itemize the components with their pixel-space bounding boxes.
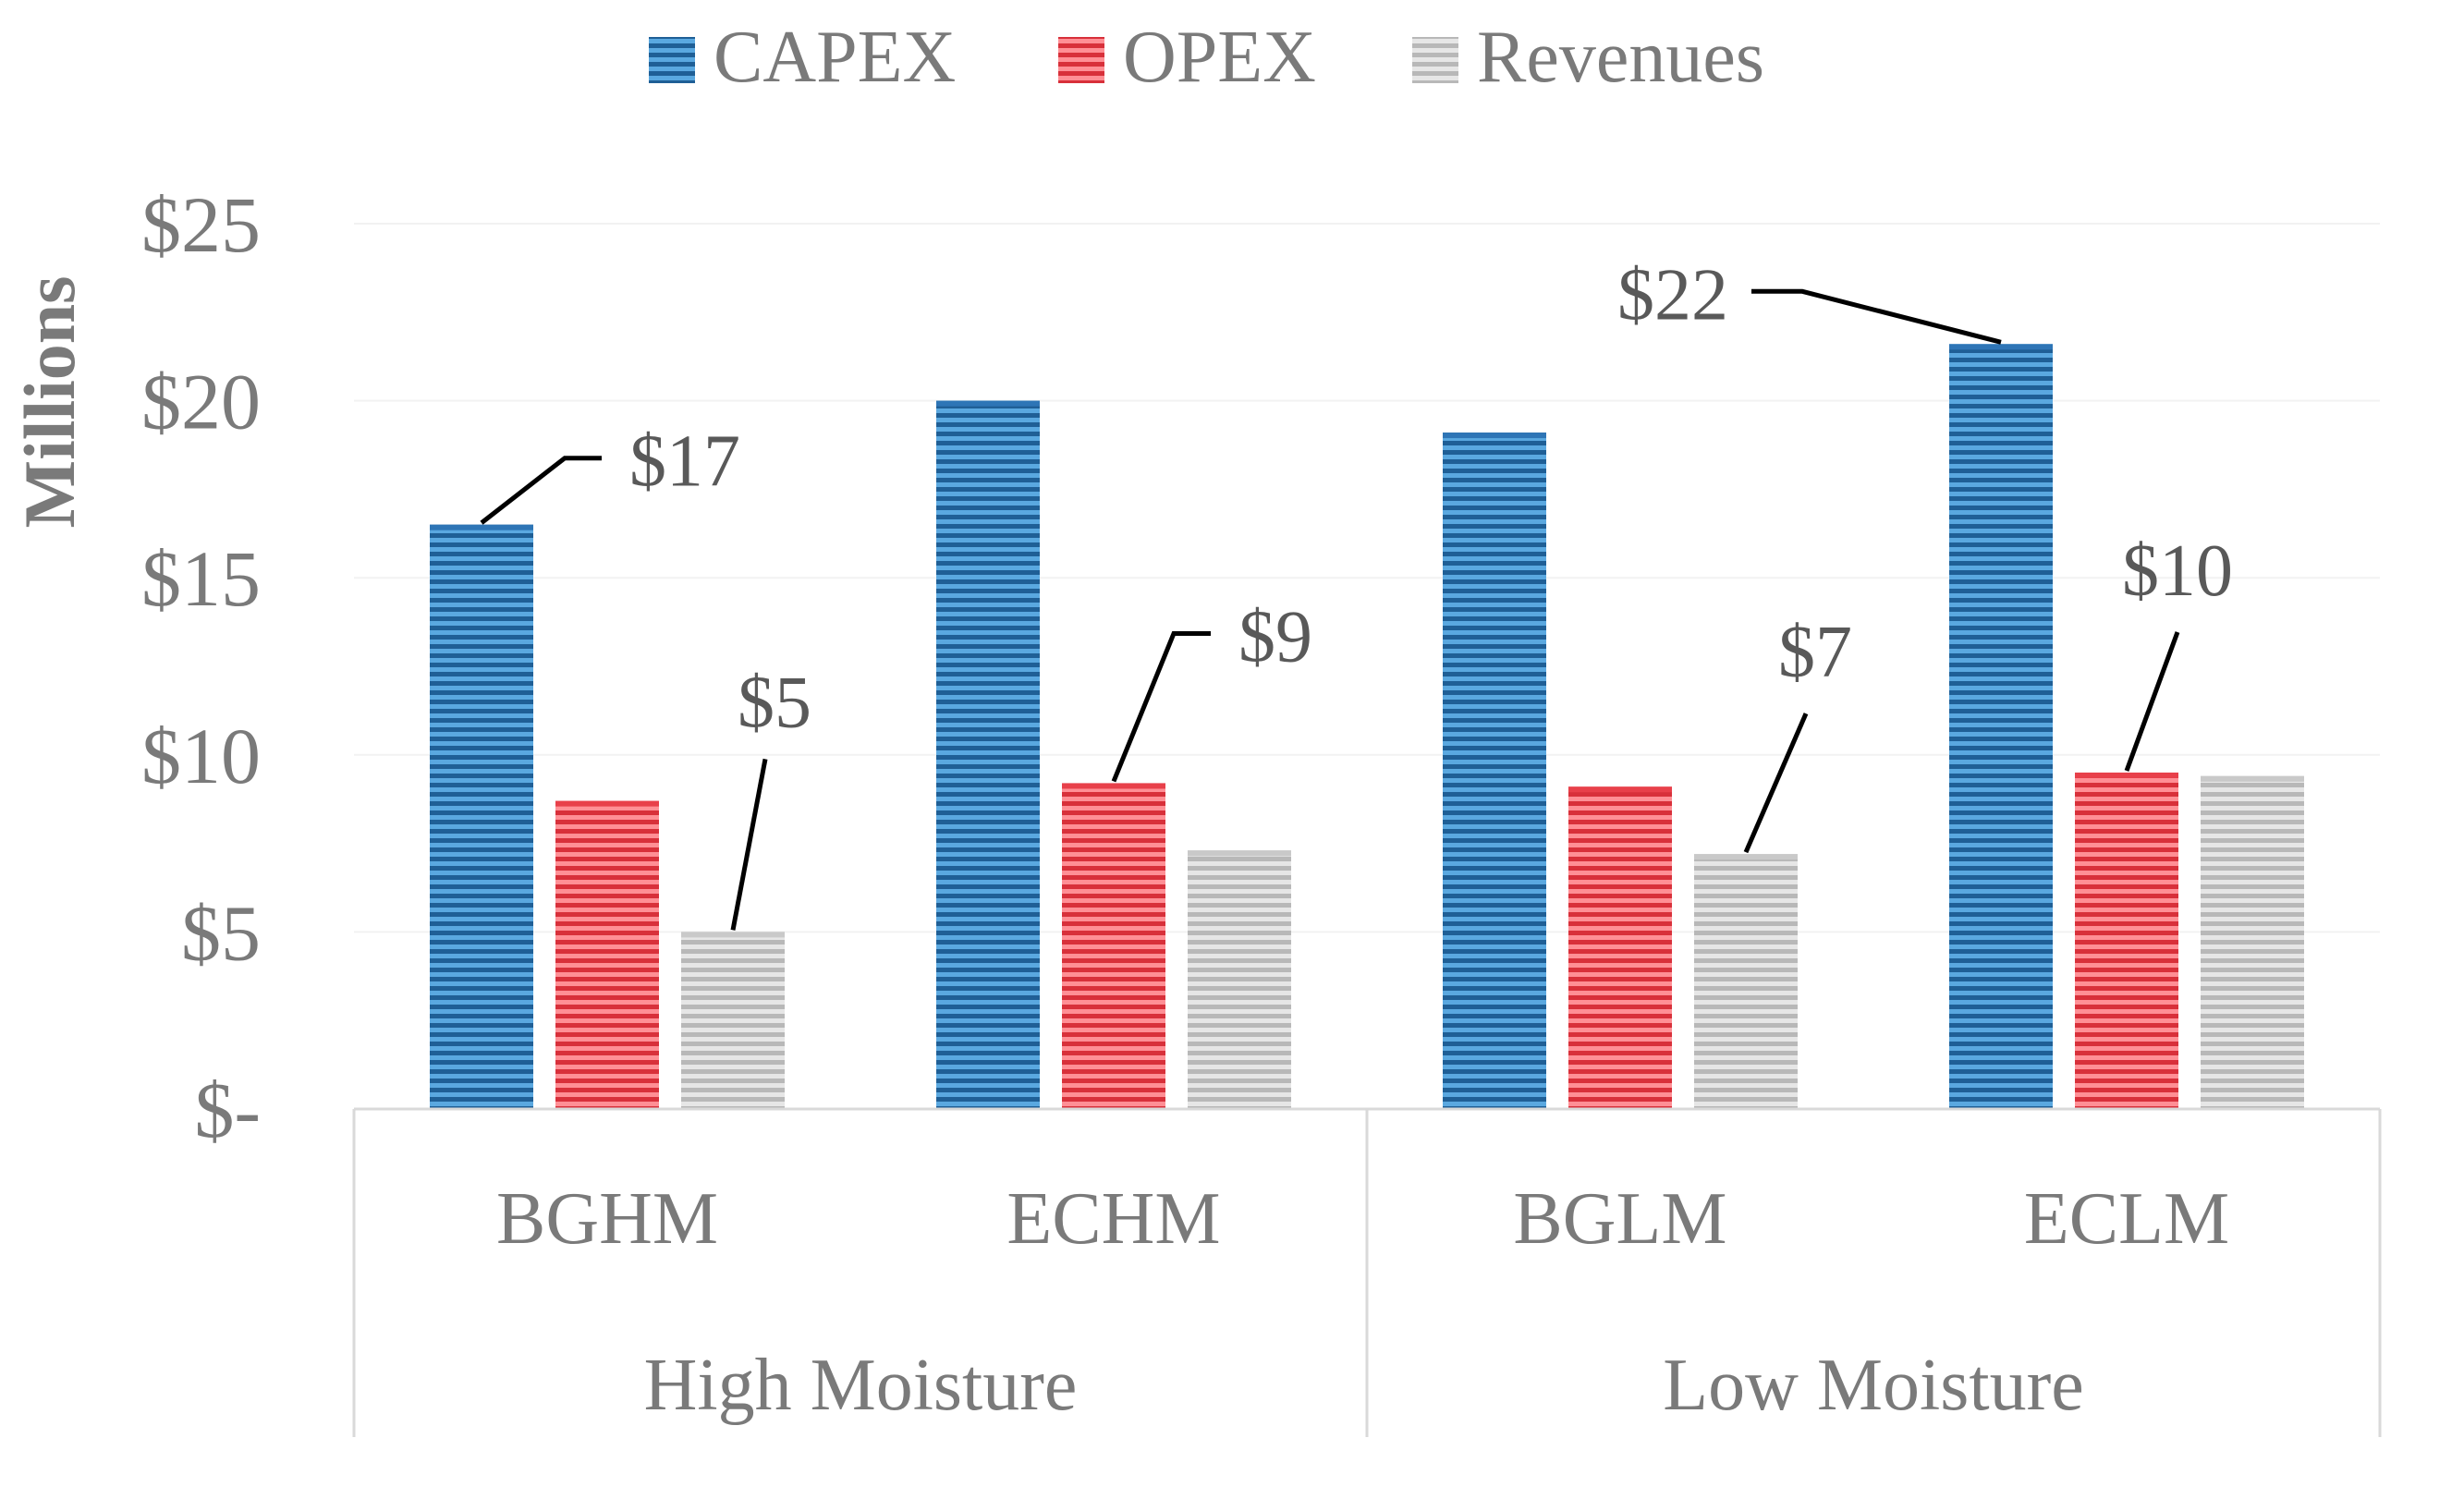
leader-line [1111, 630, 1211, 783]
bar-top-opex-bghm [555, 800, 659, 807]
y-tick-label: $5 [181, 888, 261, 977]
legend-swatch-capex [649, 37, 695, 83]
bar-revenues-bglm [1694, 854, 1798, 1109]
bars [430, 344, 2304, 1110]
leader-line [480, 456, 602, 525]
leader-line [730, 758, 768, 931]
y-axis-ticks: $- $5 $10 $15 $20 $25 [141, 180, 261, 1154]
bar-top-revenues-eclm [2201, 775, 2304, 782]
bar-top-revenues-bghm [681, 932, 785, 938]
bar-capex-echm [936, 400, 1040, 1110]
bar-capex-bglm [1443, 433, 1546, 1109]
category-label-bghm: BGHM [496, 1178, 718, 1260]
leader-line [1743, 713, 1809, 854]
group-label: Low Moisture [1663, 1345, 2084, 1426]
data-labels: $17 $5 $9 $7 $22 $10 [480, 254, 2233, 931]
category-label-bglm: BGLM [1513, 1178, 1726, 1260]
legend-label-capex: CAPEX [714, 17, 956, 98]
bar-top-capex-eclm [1949, 344, 2053, 350]
y-axis-label: Millions [9, 275, 90, 528]
bar-top-revenues-bglm [1694, 854, 1798, 860]
group-label: High Moisture [644, 1345, 1078, 1426]
y-tick-label: $20 [141, 358, 261, 446]
bar-top-revenues-echm [1188, 850, 1291, 857]
category-label-eclm: ECLM [2024, 1178, 2229, 1260]
bar-top-capex-echm [936, 400, 1040, 407]
y-tick-label: $10 [141, 712, 261, 800]
category-labels: BGHM ECHM BGLM ECLM [496, 1178, 2229, 1260]
legend-label-opex: OPEX [1123, 17, 1316, 98]
group-labels: High Moisture Low Moisture [644, 1345, 2084, 1426]
y-tick-label: $- [194, 1066, 261, 1154]
y-tick-label: $15 [141, 534, 261, 623]
leader-line [1751, 288, 2002, 345]
bar-top-opex-eclm [2075, 772, 2178, 778]
bar-opex-echm [1062, 783, 1165, 1109]
category-label-echm: ECHM [1006, 1178, 1220, 1260]
bar-top-capex-bghm [430, 524, 533, 530]
bar-top-opex-bglm [1568, 786, 1672, 793]
legend-label-revenues: Revenues [1477, 17, 1764, 98]
category-axis [352, 1107, 2382, 1437]
data-label: $10 [2122, 530, 2233, 612]
bar-revenues-echm [1188, 850, 1291, 1109]
bar-capex-bghm [430, 524, 533, 1109]
data-label: $9 [1238, 596, 1312, 677]
bar-revenues-eclm [2201, 775, 2304, 1109]
data-label: $22 [1617, 254, 1728, 335]
bar-capex-eclm [1949, 344, 2053, 1110]
bar-top-opex-echm [1062, 783, 1165, 789]
bar-revenues-bghm [681, 932, 785, 1109]
legend-swatch-revenues [1412, 37, 1458, 83]
bar-opex-eclm [2075, 772, 2178, 1109]
leader-line [2124, 631, 2180, 772]
bar-top-capex-bglm [1443, 433, 1546, 439]
data-label: $17 [629, 421, 740, 503]
data-label: $5 [738, 662, 811, 743]
y-tick-label: $25 [141, 180, 261, 269]
legend-swatch-opex [1058, 37, 1104, 83]
legend: CAPEX OPEX Revenues [649, 17, 1764, 98]
data-label: $7 [1778, 612, 1852, 693]
bar-opex-bghm [555, 800, 659, 1109]
bar-opex-bglm [1568, 786, 1672, 1109]
